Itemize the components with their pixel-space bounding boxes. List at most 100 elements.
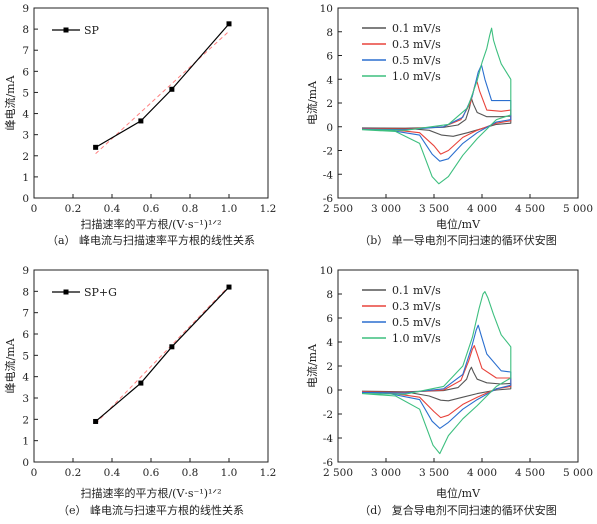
y-tick-label: 6 (326, 51, 333, 63)
panel-caption: （e） 峰电流与扫速平方根的线性关系 (58, 503, 244, 517)
x-tick-label: 5 000 (563, 467, 593, 479)
x-axis-label: 扫描速率的平方根/(V·s⁻¹)¹ᐟ² (80, 217, 221, 231)
y-tick-label: 5 (22, 350, 29, 362)
y-tick-label: 8 (326, 289, 333, 301)
y-tick-label: 4 (326, 74, 333, 86)
y-tick-label: -6 (323, 193, 334, 205)
data-point (93, 144, 99, 150)
panel-caption: （b） 单一导电剂不同扫速的循环伏安图 (359, 233, 557, 247)
fit-line (95, 30, 230, 155)
y-tick-label: 6 (22, 66, 29, 78)
panel-caption: （a） 峰电流与扫描速率平方根的线性关系 (47, 233, 255, 247)
y-tick-label: 10 (320, 3, 333, 15)
x-axis-label: 电位/mV (436, 486, 481, 500)
plot-frame (337, 269, 579, 463)
y-axis-label: 电流/mA (305, 80, 319, 125)
legend-marker (63, 27, 69, 33)
panel-a: 0 0.2 0.4 0.6 0.8 1.0 1.2 0 1 2 3 4 5 6 7 8 9 扫描速率的平方根/(V… (3, 3, 276, 247)
legend-label: 1.0 mV/s (392, 332, 441, 345)
data-point (138, 380, 144, 386)
y-tick-label: -4 (323, 169, 334, 181)
series-line (95, 286, 230, 422)
x-tick-label: 0.4 (104, 467, 121, 479)
panel-caption: （d） 复合导电剂不同扫速的循环伏安图 (359, 503, 557, 517)
legend-label: SP (84, 24, 100, 37)
x-tick-label: 4 500 (515, 467, 545, 479)
y-tick-label: 9 (22, 265, 29, 277)
legend-label: 0.5 mV/s (392, 316, 441, 329)
y-tick-label: 6 (326, 313, 333, 325)
x-tick-label: 4 000 (467, 467, 497, 479)
x-tick-label: 0.6 (143, 203, 160, 215)
y-tick-label: 2 (326, 361, 333, 373)
y-tick-label: 1 (22, 172, 29, 184)
legend-marker (63, 289, 69, 295)
x-tick-label: 3 000 (371, 203, 401, 215)
x-tick-label: 3 000 (371, 467, 401, 479)
cv-curve (361, 291, 512, 455)
x-tick-label: 0 (31, 203, 38, 215)
y-tick-label: 10 (320, 265, 333, 277)
fit-line (95, 285, 230, 424)
series-line (95, 23, 230, 148)
legend-label: 0.3 mV/s (392, 38, 441, 51)
data-point (169, 344, 175, 350)
y-tick-label: 2 (22, 414, 29, 426)
panel-b: 2 500 3 000 3 500 4 000 4 500 5 000 -6 -4 -2 0 2 4 6… (305, 3, 593, 247)
x-tick-label: 1.0 (221, 203, 238, 215)
y-tick-label: -2 (323, 409, 333, 421)
legend-label: 0.5 mV/s (392, 54, 441, 67)
y-tick-label: 2 (326, 98, 333, 110)
y-tick-label: 4 (22, 372, 29, 384)
x-tick-label: 0.4 (104, 203, 121, 215)
y-axis-label: 峰电流/mA (3, 337, 17, 393)
panel-d: 2 500 3 000 3 500 4 000 4 500 5 000 -6 -4 -2 0 2 4 6… (305, 265, 593, 517)
y-axis-label: 峰电流/mA (3, 74, 17, 130)
x-tick-label: 0.6 (143, 467, 160, 479)
y-tick-label: -6 (323, 457, 334, 469)
y-tick-label: -4 (323, 433, 334, 445)
data-point (226, 21, 232, 27)
x-tick-label: 2 500 (323, 467, 353, 479)
panel-c: 0 0.2 0.4 0.6 0.8 1.0 1.2 0 1 2 3 4 5 6 7 8 9 扫描速率的平方根/(V… (3, 265, 276, 517)
y-tick-label: 0 (326, 385, 333, 397)
y-tick-label: 0 (326, 122, 333, 134)
x-tick-label: 0 (31, 467, 38, 479)
x-tick-label: 4 500 (515, 203, 545, 215)
x-tick-label: 0.2 (65, 467, 82, 479)
y-tick-label: 6 (22, 329, 29, 341)
legend-label: 1.0 mV/s (392, 70, 441, 83)
y-axis-label: 电流/mA (305, 343, 319, 388)
x-tick-label: 5 000 (563, 203, 593, 215)
data-point (226, 284, 232, 290)
legend-label: SP+G (84, 286, 117, 299)
y-tick-label: 9 (22, 3, 29, 15)
cv-curve (361, 27, 512, 185)
x-tick-label: 0.2 (65, 203, 82, 215)
y-tick-label: 8 (326, 27, 333, 39)
legend-label: 0.1 mV/s (392, 22, 441, 35)
data-point (93, 418, 99, 424)
x-axis-label: 电位/mV (436, 217, 481, 231)
x-tick-label: 1.2 (260, 203, 277, 215)
x-tick-label: 0.8 (182, 467, 199, 479)
plot-frame (33, 7, 269, 199)
y-tick-label: 7 (22, 45, 29, 57)
x-tick-label: 4 000 (467, 203, 497, 215)
legend-label: 0.3 mV/s (392, 300, 441, 313)
y-tick-label: 3 (22, 393, 29, 405)
y-tick-label: 3 (22, 130, 29, 142)
x-tick-label: 0.8 (182, 203, 199, 215)
y-tick-label: 5 (22, 87, 29, 99)
y-tick-label: 8 (22, 286, 29, 298)
y-tick-label: -2 (323, 146, 333, 158)
x-axis-label: 扫描速率的平方根/(V·s⁻¹)¹ᐟ² (80, 486, 221, 500)
y-tick-label: 7 (22, 308, 29, 320)
cv-curve (361, 366, 512, 402)
y-tick-label: 4 (22, 109, 29, 121)
data-point (169, 86, 175, 92)
y-tick-label: 2 (22, 151, 29, 163)
y-tick-label: 0 (22, 193, 29, 205)
y-tick-label: 1 (22, 436, 29, 448)
